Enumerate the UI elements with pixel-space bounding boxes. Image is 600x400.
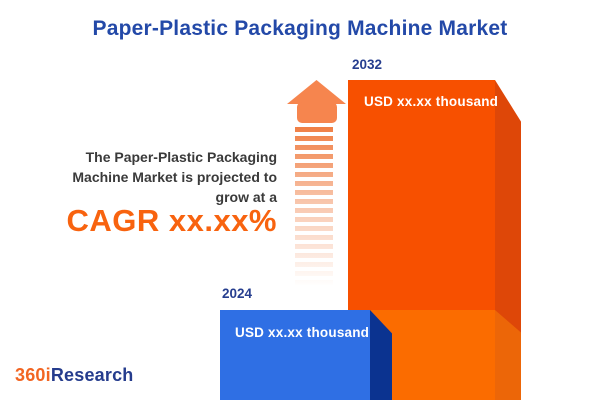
bar-2024-side xyxy=(370,310,392,400)
bar-2032-year-label: 2032 xyxy=(352,57,383,72)
brand-logo-research: Research xyxy=(50,365,134,385)
bar-2032-value-label: USD xx.xx thousand xyxy=(364,94,499,109)
bar-2024-front xyxy=(220,310,370,400)
projection-text: The Paper-Plastic Packaging Machine Mark… xyxy=(7,147,277,207)
projection-text-line1: The Paper-Plastic Packaging xyxy=(85,149,277,165)
bar-2024-value-label: USD xx.xx thousand xyxy=(235,325,370,340)
page-title: Paper-Plastic Packaging Machine Market xyxy=(92,17,508,40)
brand-logo-360i: 360i xyxy=(15,365,51,385)
growth-arrow-trail xyxy=(295,127,333,293)
growth-arrow-icon xyxy=(287,80,346,123)
bar-2024-year-label: 2024 xyxy=(222,286,253,301)
projection-text-line2: Machine Market is projected to xyxy=(72,169,277,185)
brand-logo: 360iResearch xyxy=(15,365,134,386)
projection-text-line3: grow at a xyxy=(215,189,277,205)
bar-2032-front-upper xyxy=(348,80,495,310)
cagr-value: CAGR xx.xx% xyxy=(66,203,277,238)
